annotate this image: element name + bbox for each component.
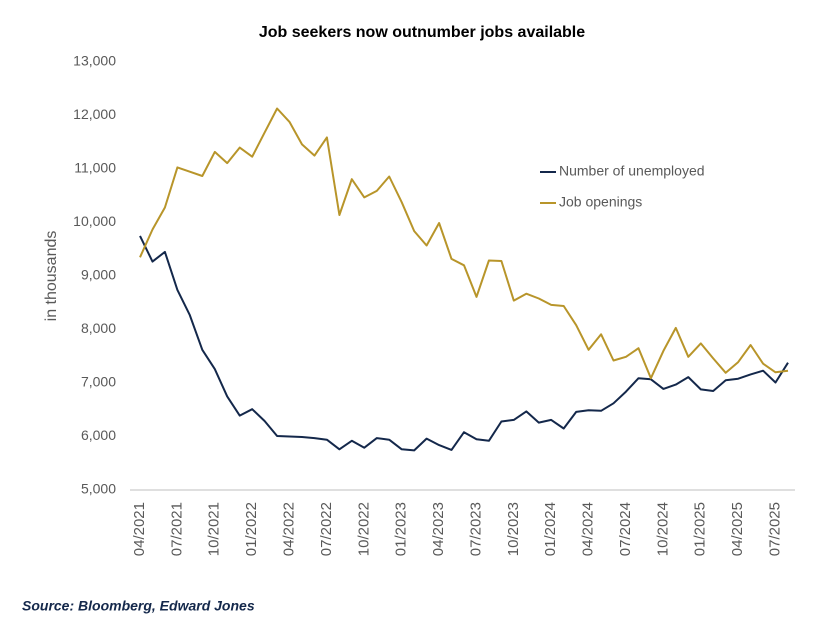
x-tick-label: 10/2024 — [654, 502, 671, 556]
y-tick-label: 6,000 — [81, 427, 116, 443]
y-tick-label: 9,000 — [81, 267, 116, 283]
data-line — [139, 235, 789, 452]
x-tick-label: 07/2023 — [467, 502, 484, 556]
x-tick-label: 04/2021 — [131, 502, 148, 556]
x-tick-label: 07/2024 — [617, 502, 634, 556]
y-tick-label: 5,000 — [81, 481, 116, 497]
y-tick-label: 10,000 — [73, 213, 116, 229]
x-tick-label: 07/2025 — [767, 502, 784, 556]
x-tick-label: 01/2023 — [393, 502, 410, 556]
y-tick-label: 11,000 — [74, 160, 116, 176]
y-tick-label: 13,000 — [73, 53, 116, 69]
legend-label: Job openings — [559, 194, 642, 210]
x-tick-label: 07/2022 — [318, 502, 335, 556]
x-tick-label: 04/2023 — [430, 502, 447, 556]
x-tick-label: 04/2024 — [580, 502, 597, 556]
x-tick-label: 01/2022 — [243, 502, 260, 556]
y-axis-label: in thousands — [43, 231, 60, 322]
data-line — [139, 107, 789, 380]
y-tick-label: 12,000 — [73, 106, 116, 122]
source: Source: Bloomberg, Edward Jones — [22, 598, 255, 614]
chart-title: Job seekers now outnumber jobs available — [259, 24, 585, 41]
x-tick-label: 04/2025 — [729, 502, 746, 556]
y-tick-label: 8,000 — [81, 320, 116, 336]
x-tick-label: 10/2022 — [355, 502, 372, 556]
x-tick-label: 01/2024 — [542, 502, 559, 556]
x-tick-label: 10/2023 — [505, 502, 522, 556]
x-tick-label: 01/2025 — [692, 502, 709, 556]
legend-label: Number of unemployed — [559, 163, 705, 179]
x-tick-label: 04/2022 — [281, 502, 298, 556]
x-tick-label: 10/2021 — [206, 502, 223, 556]
y-tick-label: 7,000 — [81, 374, 116, 390]
x-tick-label: 07/2021 — [168, 502, 185, 556]
